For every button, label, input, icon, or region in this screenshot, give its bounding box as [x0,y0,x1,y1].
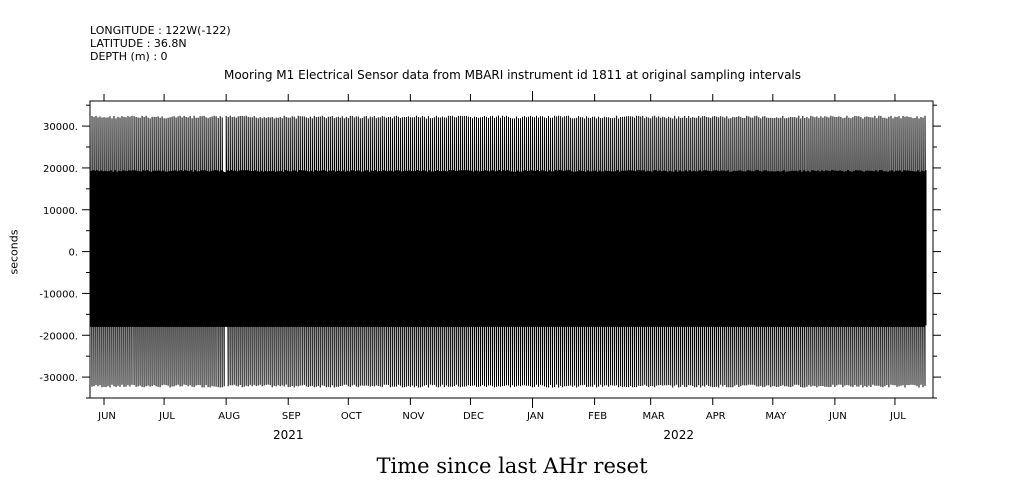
x-tick-label: JUL [889,411,906,422]
chart-title: Mooring M1 Electrical Sensor data from M… [223,68,802,82]
x-year-label: 2022 [663,428,694,442]
depth-label: DEPTH (m) : 0 [90,50,168,63]
x-tick-label: APR [706,411,726,422]
latitude-label: LATITUDE : 36.8N [90,37,187,50]
x-tick-label: MAR [642,411,664,422]
x-tick-label: JUL [158,411,175,422]
y-tick-label: -10000. [39,289,78,300]
x-year-label: 2021 [273,428,304,442]
x-tick-label: OCT [341,411,363,422]
x-axis-label: Time since last AHr reset [376,454,648,478]
y-tick-label: -30000. [39,373,78,384]
series-line [89,115,927,388]
axis-ticks [82,91,941,408]
x-tick-label: MAY [765,411,787,422]
x-tick-label: AUG [218,411,240,422]
y-tick-label: 10000. [43,206,78,217]
x-tick-label: DEC [463,411,484,422]
location-metadata: LONGITUDE : 122W(-122) LATITUDE : 36.8N … [90,24,231,63]
y-tick-label: 20000. [43,164,78,175]
x-tick-label: JAN [526,411,544,422]
series-dense-band [90,172,925,327]
longitude-label: LONGITUDE : 122W(-122) [90,24,231,37]
x-tick-label: JUN [828,411,847,422]
y-tick-label: 0. [68,248,78,259]
x-tick-label: FEB [588,411,607,422]
x-tick-label: JUN [97,411,116,422]
x-tick-label: NOV [402,411,424,422]
tick-labels: 30000. 20000. 10000. 0. -10000. -20000. -30000… [39,122,906,442]
y-tick-label: 30000. [43,122,78,133]
y-tick-label: -20000. [39,331,78,342]
x-tick-label: SEP [282,411,301,422]
